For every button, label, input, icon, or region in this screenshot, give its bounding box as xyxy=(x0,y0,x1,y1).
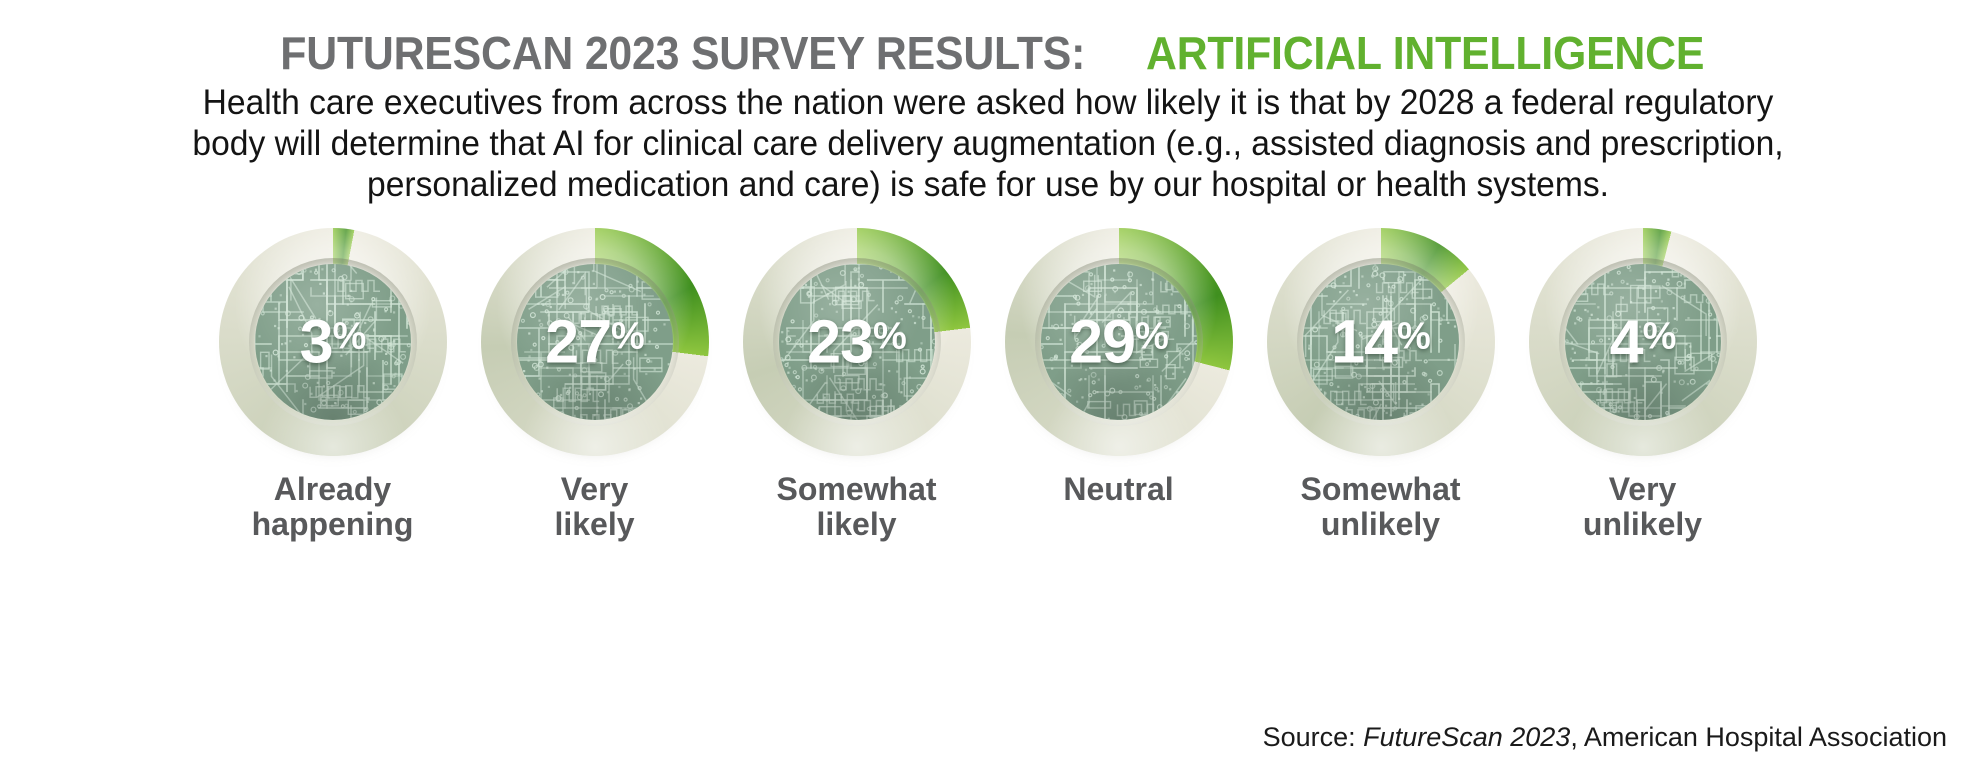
percent-sign-icon: % xyxy=(332,315,367,358)
page-title-accent: ARTIFICIAL INTELLIGENCE xyxy=(1146,27,1705,79)
donut-graphic: 14% xyxy=(1266,228,1495,456)
donut-chart-row: 3% Already happening 27% Very likely 23% Somewh… xyxy=(0,228,1975,542)
donut-category-label-line-2: unlikely xyxy=(1582,506,1703,542)
donut-category-label-line-2: likely xyxy=(816,506,897,542)
donut-value-label: 29% xyxy=(1005,311,1233,373)
donut-category-label: Neutral xyxy=(1063,472,1173,507)
percent-sign-icon: % xyxy=(611,315,645,358)
percent-sign-icon: % xyxy=(1642,315,1677,358)
donut-category-label-line-2: unlikely xyxy=(1320,506,1441,542)
donut-value-label: 3% xyxy=(219,311,447,373)
donut-category-label: Already happening xyxy=(252,472,414,542)
survey-question-line-3: personalized medication and care) is saf… xyxy=(366,165,1609,204)
donut-value-label: 14% xyxy=(1267,311,1495,373)
donut-graphic: 27% xyxy=(480,228,709,456)
donut-category-label-line-1: Very xyxy=(560,471,629,507)
donut-value-number: 27 xyxy=(545,307,612,376)
donut-category-label-line-2: likely xyxy=(554,506,635,542)
donut-value-number: 14 xyxy=(1331,307,1398,376)
source-prefix: Source: xyxy=(1262,722,1364,752)
donut-category-label-line-1: Neutral xyxy=(1063,471,1174,507)
percent-sign-icon: % xyxy=(1397,315,1431,358)
survey-question-line-2: body will determine that AI for clinical… xyxy=(191,124,1784,163)
donut-category-label-line-2: happening xyxy=(251,506,414,542)
survey-question: Health care executives from across the n… xyxy=(48,82,1928,205)
donut-chart-3: 23% Somewhat likely xyxy=(726,228,988,542)
donut-value-number: 29 xyxy=(1069,307,1136,376)
donut-graphic: 3% xyxy=(218,228,447,456)
percent-sign-icon: % xyxy=(873,315,907,358)
page-title: FUTURESCAN 2023 SURVEY RESULTS: ARTIFICIA… xyxy=(0,0,1975,76)
donut-category-label: Very likely xyxy=(554,472,634,542)
source-attribution: Source: FutureScan 2023, American Hospit… xyxy=(1263,722,1947,753)
page-title-main: FUTURESCAN 2023 SURVEY RESULTS: xyxy=(279,27,1085,79)
donut-graphic: 4% xyxy=(1528,228,1757,456)
donut-chart-2: 27% Very likely xyxy=(464,228,726,542)
donut-category-label: Somewhat unlikely xyxy=(1300,472,1460,542)
donut-category-label: Very unlikely xyxy=(1583,472,1702,542)
donut-value-label: 4% xyxy=(1529,311,1757,373)
donut-category-label-line-1: Somewhat xyxy=(1300,471,1461,507)
source-suffix: , American Hospital Association xyxy=(1570,722,1947,752)
donut-value-label: 23% xyxy=(743,311,971,373)
donut-graphic: 29% xyxy=(1004,228,1233,456)
donut-graphic: 23% xyxy=(742,228,971,456)
donut-chart-5: 14% Somewhat unlikely xyxy=(1250,228,1512,542)
donut-category-label-line-1: Somewhat xyxy=(776,471,937,507)
donut-value-number: 4 xyxy=(1609,307,1644,376)
donut-value-label: 27% xyxy=(481,311,709,373)
donut-chart-1: 3% Already happening xyxy=(202,228,464,542)
donut-value-number: 3 xyxy=(299,307,334,376)
donut-chart-4: 29% Neutral xyxy=(988,228,1250,507)
donut-chart-6: 4% Very unlikely xyxy=(1512,228,1774,542)
source-publication: FutureScan 2023 xyxy=(1363,722,1571,752)
survey-question-line-1: Health care executives from across the n… xyxy=(202,83,1773,122)
donut-category-label-line-1: Very xyxy=(1608,471,1677,507)
donut-value-number: 23 xyxy=(807,307,874,376)
donut-category-label-line-1: Already xyxy=(273,471,392,507)
percent-sign-icon: % xyxy=(1135,315,1169,358)
donut-category-label: Somewhat likely xyxy=(776,472,936,542)
